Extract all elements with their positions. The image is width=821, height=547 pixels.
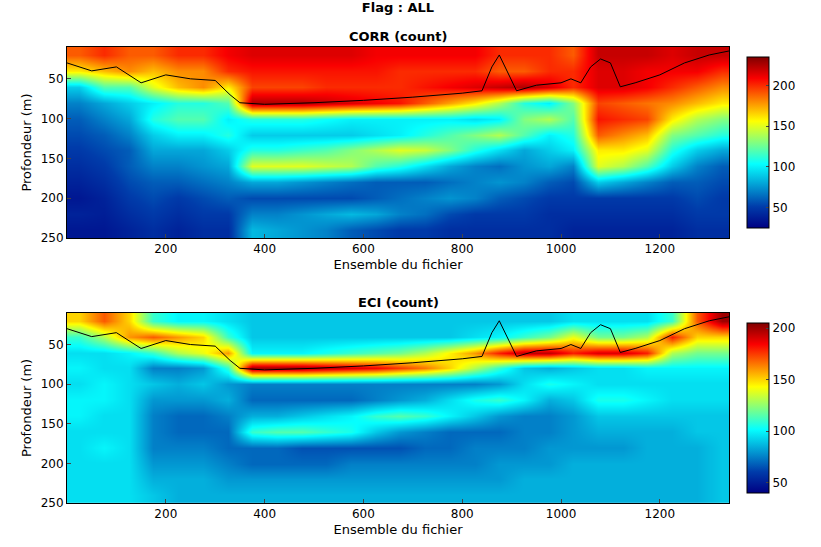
svg-text:150: 150 [772, 373, 795, 387]
svg-text:CORR (count): CORR (count) [349, 29, 447, 44]
svg-text:50: 50 [48, 72, 63, 86]
svg-text:1200: 1200 [645, 507, 676, 521]
svg-text:Ensemble du fichier: Ensemble du fichier [333, 257, 463, 272]
svg-text:200: 200 [154, 507, 177, 521]
svg-text:400: 400 [253, 242, 276, 256]
svg-text:800: 800 [451, 242, 474, 256]
svg-text:Ensemble du fichier: Ensemble du fichier [333, 522, 463, 537]
svg-text:100: 100 [772, 160, 795, 174]
svg-text:100: 100 [41, 112, 64, 126]
svg-text:1000: 1000 [546, 242, 577, 256]
svg-text:200: 200 [41, 191, 64, 205]
svg-text:150: 150 [772, 119, 795, 133]
svg-text:200: 200 [41, 457, 64, 471]
svg-text:400: 400 [253, 507, 276, 521]
svg-text:200: 200 [772, 79, 795, 93]
svg-text:800: 800 [451, 507, 474, 521]
svg-text:150: 150 [41, 152, 64, 166]
svg-text:100: 100 [772, 424, 795, 438]
svg-text:200: 200 [772, 321, 795, 335]
svg-text:600: 600 [352, 242, 375, 256]
svg-text:50: 50 [772, 476, 787, 490]
svg-text:200: 200 [154, 242, 177, 256]
svg-text:250: 250 [41, 496, 64, 510]
svg-text:1000: 1000 [546, 507, 577, 521]
svg-text:50: 50 [48, 338, 63, 352]
svg-text:Profondeur (m): Profondeur (m) [19, 93, 34, 191]
svg-text:600: 600 [352, 507, 375, 521]
svg-text:50: 50 [772, 201, 787, 215]
svg-text:150: 150 [41, 417, 64, 431]
svg-text:ECI (count): ECI (count) [358, 295, 439, 310]
svg-text:100: 100 [41, 377, 64, 391]
svg-text:Flag : ALL: Flag : ALL [362, 0, 434, 15]
svg-text:Profondeur (m): Profondeur (m) [19, 359, 34, 457]
svg-text:250: 250 [41, 231, 64, 245]
svg-text:1200: 1200 [645, 242, 676, 256]
